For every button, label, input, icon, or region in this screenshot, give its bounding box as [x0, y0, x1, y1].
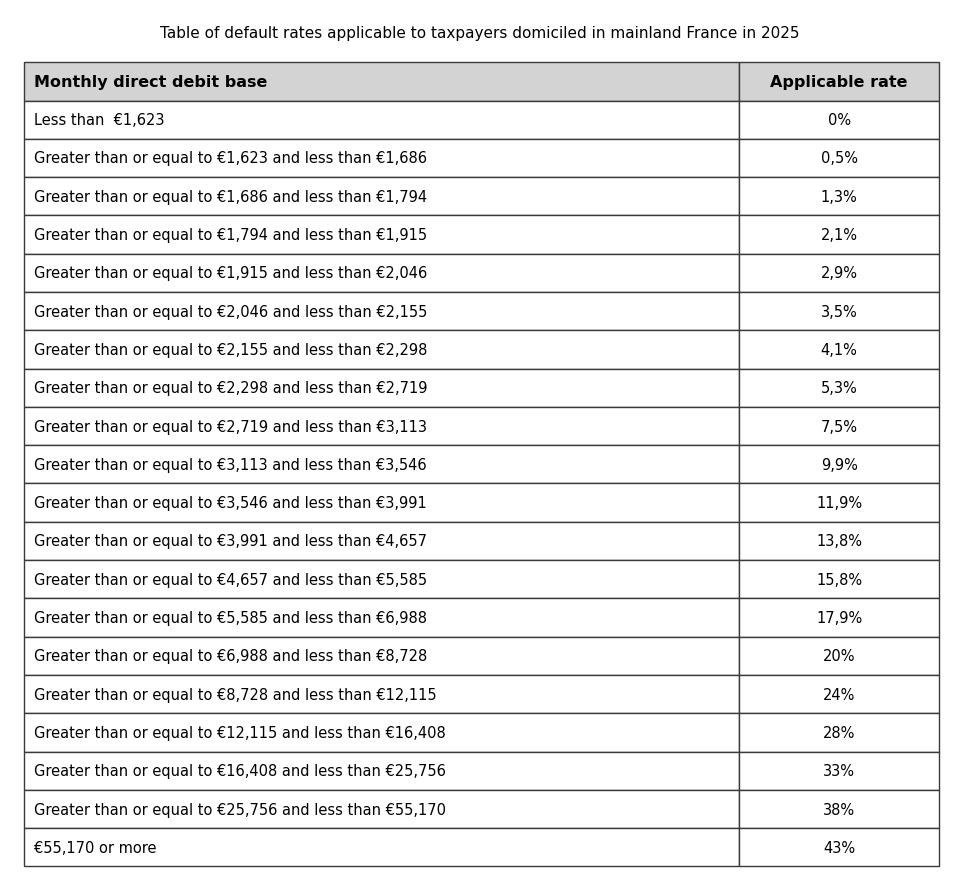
- Text: Greater than or equal to €8,728 and less than €12,115: Greater than or equal to €8,728 and less…: [34, 687, 436, 702]
- Text: €55,170 or more: €55,170 or more: [34, 840, 156, 855]
- Bar: [739, 790, 939, 828]
- Text: Greater than or equal to €3,991 and less than €4,657: Greater than or equal to €3,991 and less…: [34, 534, 426, 549]
- Bar: [24, 331, 739, 369]
- Bar: [739, 139, 939, 178]
- Bar: [24, 178, 739, 216]
- Bar: [24, 369, 739, 408]
- Text: Greater than or equal to €16,408 and less than €25,756: Greater than or equal to €16,408 and les…: [34, 763, 445, 778]
- Text: 0,5%: 0,5%: [821, 152, 857, 167]
- Bar: [739, 752, 939, 790]
- Text: Greater than or equal to €5,585 and less than €6,988: Greater than or equal to €5,585 and less…: [34, 610, 426, 625]
- Text: 9,9%: 9,9%: [821, 457, 857, 473]
- Bar: [739, 293, 939, 331]
- Text: Greater than or equal to €1,794 and less than €1,915: Greater than or equal to €1,794 and less…: [34, 228, 427, 243]
- Bar: [24, 139, 739, 178]
- Bar: [739, 178, 939, 216]
- Text: 0%: 0%: [828, 113, 851, 128]
- Bar: [739, 446, 939, 484]
- Bar: [24, 293, 739, 331]
- Text: Greater than or equal to €1,915 and less than €2,046: Greater than or equal to €1,915 and less…: [34, 266, 427, 281]
- Bar: [24, 714, 739, 752]
- Bar: [24, 560, 739, 599]
- Bar: [24, 254, 739, 293]
- Text: Greater than or equal to €2,719 and less than €3,113: Greater than or equal to €2,719 and less…: [34, 419, 426, 434]
- Bar: [24, 408, 739, 446]
- Text: 15,8%: 15,8%: [816, 572, 862, 587]
- Bar: [24, 522, 739, 560]
- Bar: [739, 637, 939, 675]
- Bar: [739, 254, 939, 293]
- Text: Greater than or equal to €4,657 and less than €5,585: Greater than or equal to €4,657 and less…: [34, 572, 427, 587]
- Bar: [739, 369, 939, 408]
- Text: 28%: 28%: [823, 725, 855, 740]
- Bar: [739, 63, 939, 102]
- Bar: [739, 102, 939, 139]
- Text: Greater than or equal to €12,115 and less than €16,408: Greater than or equal to €12,115 and les…: [34, 725, 445, 740]
- Text: Less than  €1,623: Less than €1,623: [34, 113, 164, 128]
- Text: 1,3%: 1,3%: [821, 189, 857, 204]
- Bar: [739, 675, 939, 714]
- Text: 2,9%: 2,9%: [821, 266, 857, 281]
- Text: Greater than or equal to €2,298 and less than €2,719: Greater than or equal to €2,298 and less…: [34, 381, 427, 396]
- Text: 13,8%: 13,8%: [816, 534, 862, 549]
- Bar: [739, 828, 939, 866]
- Text: 11,9%: 11,9%: [816, 496, 862, 510]
- Text: 3,5%: 3,5%: [821, 304, 857, 319]
- Bar: [739, 484, 939, 522]
- Bar: [24, 599, 739, 637]
- Text: 2,1%: 2,1%: [821, 228, 857, 243]
- Text: Table of default rates applicable to taxpayers domiciled in mainland France in 2: Table of default rates applicable to tax…: [160, 26, 800, 41]
- Bar: [24, 828, 739, 866]
- Text: Greater than or equal to €3,113 and less than €3,546: Greater than or equal to €3,113 and less…: [34, 457, 426, 473]
- Bar: [24, 752, 739, 790]
- Text: Greater than or equal to €2,155 and less than €2,298: Greater than or equal to €2,155 and less…: [34, 343, 427, 358]
- Text: Greater than or equal to €1,686 and less than €1,794: Greater than or equal to €1,686 and less…: [34, 189, 427, 204]
- Bar: [24, 63, 739, 102]
- Text: 5,3%: 5,3%: [821, 381, 857, 396]
- Bar: [24, 790, 739, 828]
- Text: 24%: 24%: [823, 687, 855, 702]
- Bar: [739, 714, 939, 752]
- Text: Greater than or equal to €6,988 and less than €8,728: Greater than or equal to €6,988 and less…: [34, 649, 427, 664]
- Bar: [24, 102, 739, 139]
- Text: 20%: 20%: [823, 649, 855, 664]
- Bar: [739, 599, 939, 637]
- Text: 7,5%: 7,5%: [821, 419, 857, 434]
- Bar: [24, 637, 739, 675]
- Bar: [739, 560, 939, 599]
- Text: 38%: 38%: [823, 802, 855, 816]
- Text: 33%: 33%: [823, 763, 855, 778]
- Text: Greater than or equal to €2,046 and less than €2,155: Greater than or equal to €2,046 and less…: [34, 304, 427, 319]
- Text: 43%: 43%: [823, 840, 855, 855]
- Bar: [739, 331, 939, 369]
- Bar: [24, 484, 739, 522]
- Bar: [739, 216, 939, 254]
- Text: Monthly direct debit base: Monthly direct debit base: [34, 75, 267, 89]
- Bar: [24, 675, 739, 714]
- Text: Greater than or equal to €1,623 and less than €1,686: Greater than or equal to €1,623 and less…: [34, 152, 426, 167]
- Text: 4,1%: 4,1%: [821, 343, 857, 358]
- Text: Applicable rate: Applicable rate: [771, 75, 908, 89]
- Text: Greater than or equal to €3,546 and less than €3,991: Greater than or equal to €3,546 and less…: [34, 496, 426, 510]
- Bar: [24, 216, 739, 254]
- Bar: [24, 446, 739, 484]
- Bar: [739, 522, 939, 560]
- Bar: [739, 408, 939, 446]
- Text: Greater than or equal to €25,756 and less than €55,170: Greater than or equal to €25,756 and les…: [34, 802, 445, 816]
- Text: 17,9%: 17,9%: [816, 610, 862, 625]
